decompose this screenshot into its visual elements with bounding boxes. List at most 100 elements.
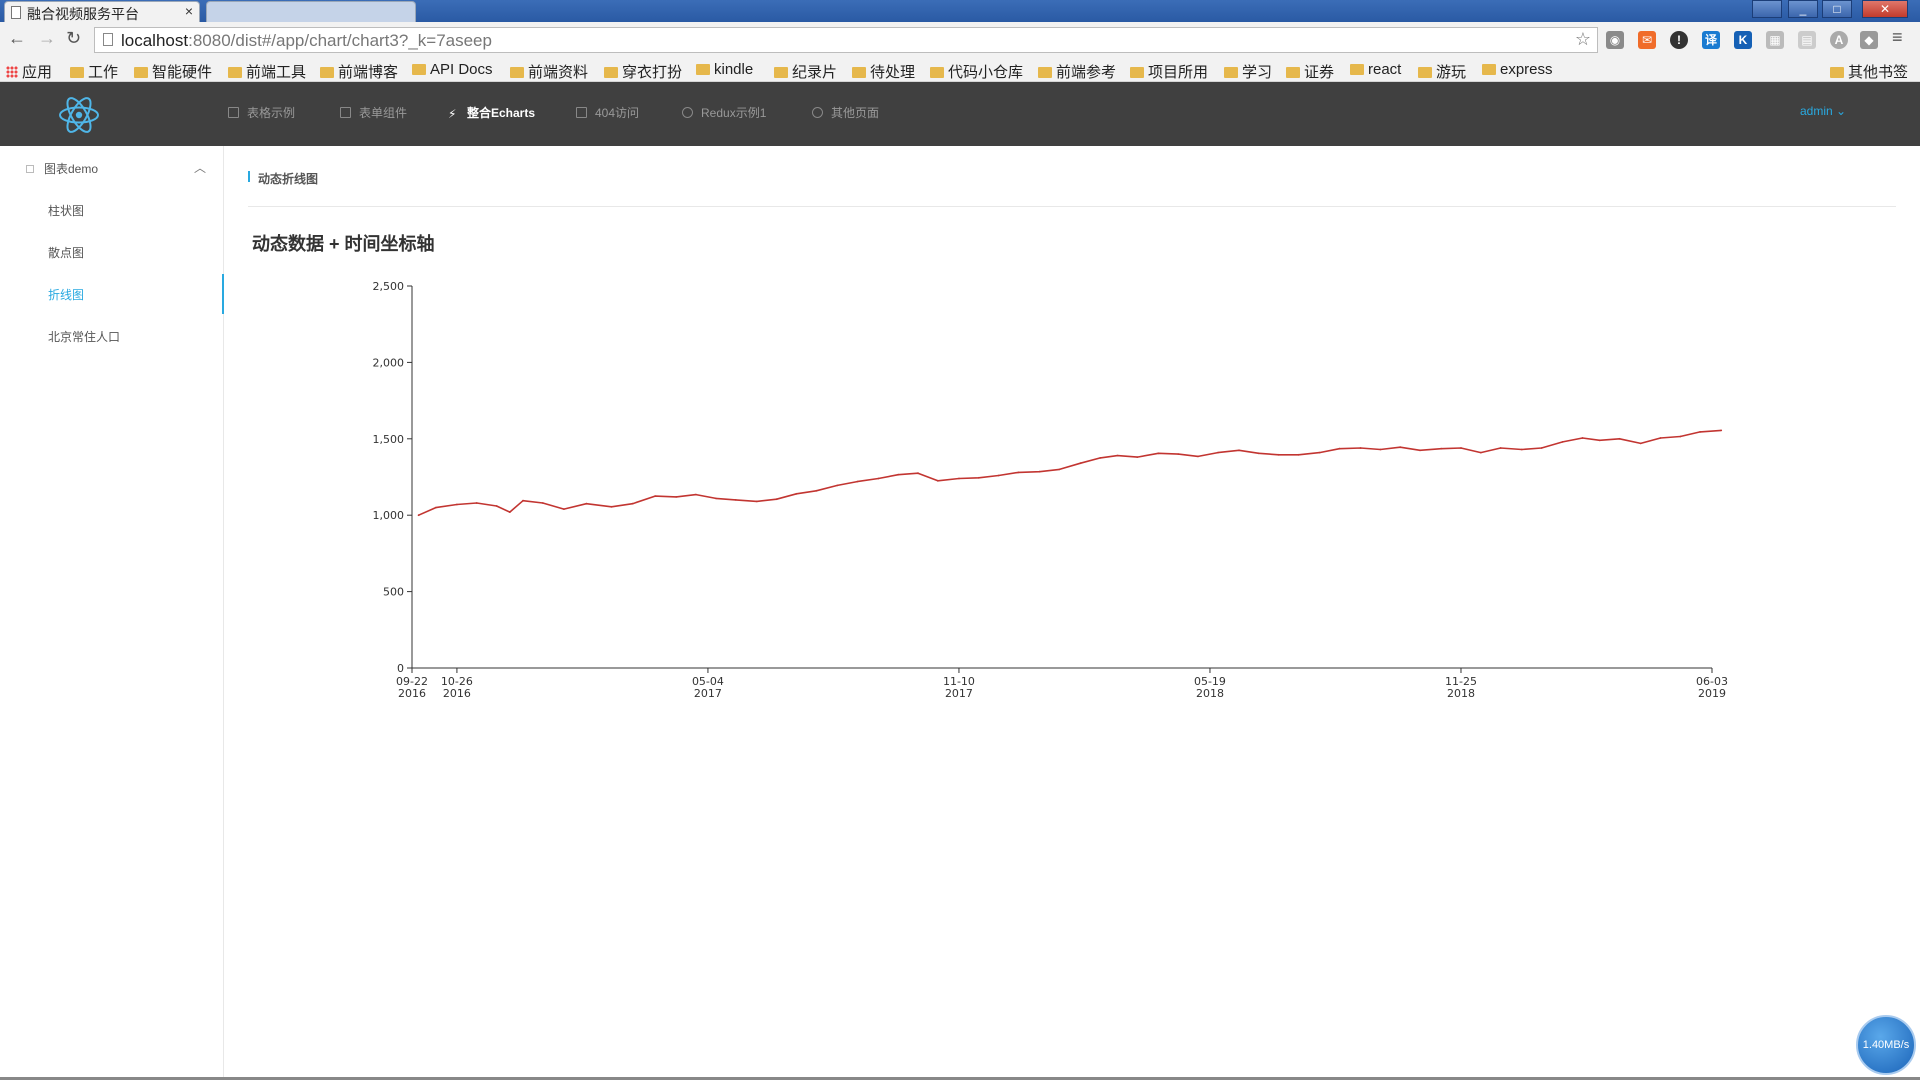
other-bookmarks[interactable]: 其他书签 <box>1830 61 1908 82</box>
bookmark-folder[interactable]: express <box>1482 61 1553 78</box>
nav-404[interactable]: 404访问 <box>576 104 639 121</box>
data-point <box>1318 451 1321 454</box>
close-window-button[interactable]: ✕ <box>1862 0 1908 18</box>
react-logo-icon[interactable] <box>58 94 100 136</box>
extension-info-icon[interactable]: ! <box>1670 31 1688 49</box>
bookmark-folder[interactable]: 待处理 <box>852 61 915 82</box>
nav-other-pages[interactable]: 其他页面 <box>812 104 879 121</box>
data-point <box>897 473 900 476</box>
data-point <box>917 472 919 475</box>
bookmarks-bar: 应用 工作 智能硬件 前端工具 前端博客 API Docs 前端资料 穿衣打扮 … <box>0 58 1920 82</box>
extension-layout-icon[interactable]: ▤ <box>1798 31 1816 49</box>
url-input[interactable]: localhost:8080/dist#/app/chart/chart3?_k… <box>94 27 1598 53</box>
extension-translate-icon[interactable]: 译 <box>1702 31 1720 49</box>
network-speed-widget[interactable]: 1.40MB/s <box>1856 1015 1916 1075</box>
sidebar-item-scatter-chart[interactable]: 散点图 <box>48 246 85 260</box>
bookmark-folder[interactable]: 游玩 <box>1418 61 1466 82</box>
sidebar-item-line-chart[interactable]: 折线图 <box>48 288 85 302</box>
folder-icon <box>1350 64 1364 75</box>
bookmark-folder[interactable]: 智能硬件 <box>134 61 212 82</box>
data-point <box>1217 451 1219 454</box>
maximize-button[interactable]: □ <box>1822 0 1852 18</box>
bookmark-folder[interactable]: 学习 <box>1224 61 1272 82</box>
browser-tab-active[interactable]: 融合视频服务平台 × <box>4 1 200 22</box>
data-point <box>1277 453 1280 456</box>
y-tick-label: 2,000 <box>373 356 405 369</box>
app-header: 表格示例 表单组件 ⚡ 整合Echarts 404访问 Redux示例1 其他页面… <box>0 82 1920 146</box>
bookmark-folder[interactable]: 前端博客 <box>320 61 398 82</box>
menu-icon[interactable]: ≡ <box>1892 27 1903 47</box>
data-point <box>563 508 565 510</box>
y-axis: 0 500 1,000 1,500 2,000 2,500 <box>373 280 413 675</box>
bookmark-folder[interactable]: 代码小仓库 <box>930 61 1023 82</box>
url-host: localhost <box>121 31 189 50</box>
data-point <box>1177 453 1180 455</box>
folder-icon <box>1418 67 1432 78</box>
y-tick-label: 1,000 <box>373 509 405 522</box>
sidebar-item-beijing-population[interactable]: 北京常住人口 <box>48 330 121 344</box>
data-point <box>1639 442 1642 445</box>
bookmark-folder[interactable]: kindle <box>696 61 753 78</box>
bookmark-folder[interactable]: 证券 <box>1286 61 1334 82</box>
forward-icon[interactable]: → <box>38 28 56 48</box>
bookmark-folder[interactable]: 纪录片 <box>774 61 837 82</box>
bookmark-folder[interactable]: 项目所用 <box>1130 61 1208 82</box>
folder-icon <box>320 67 334 78</box>
tab-close-icon[interactable]: × <box>184 3 193 19</box>
folder-icon <box>228 67 242 78</box>
folder-icon <box>134 67 148 78</box>
user-switch-button[interactable] <box>1752 0 1782 18</box>
bookmark-folder[interactable]: react <box>1350 61 1401 78</box>
folder-icon <box>1286 67 1300 78</box>
reload-icon[interactable]: ↻ <box>66 28 82 48</box>
chart-icon: ⚡ <box>448 107 457 121</box>
sidebar-item-bar-chart[interactable]: 柱状图 <box>48 204 85 218</box>
bookmark-folder[interactable]: 前端资料 <box>510 61 588 82</box>
sidebar-group-charts[interactable]: 图表demo ︿ <box>26 160 206 177</box>
data-point <box>456 503 458 506</box>
x-tick-label-year: 2017 <box>945 687 973 700</box>
data-point <box>1079 462 1082 465</box>
user-menu[interactable]: admin ⌄ <box>1800 104 1847 118</box>
data-point <box>475 502 478 504</box>
page-icon <box>103 33 113 46</box>
user-icon <box>682 107 693 118</box>
y-tick-label: 1,500 <box>373 433 405 446</box>
data-point <box>541 502 544 504</box>
extension-a-icon[interactable]: A <box>1830 31 1848 49</box>
data-point <box>1017 471 1020 474</box>
data-point <box>695 493 697 496</box>
taskbar-edge <box>0 1077 1920 1080</box>
folder-icon <box>70 67 84 78</box>
data-point <box>775 498 778 501</box>
url-path: :8080/dist#/app/chart/chart3?_k=7aseep <box>188 31 492 50</box>
bookmark-apps[interactable]: 应用 <box>6 61 52 82</box>
extension-grid-icon[interactable]: ▦ <box>1766 31 1784 49</box>
nav-table-demo[interactable]: 表格示例 <box>228 104 295 121</box>
extension-orange-icon[interactable]: ✉ <box>1638 31 1656 49</box>
data-point <box>977 476 980 479</box>
page-icon <box>576 107 587 118</box>
bookmark-folder[interactable]: 工作 <box>70 61 118 82</box>
nav-redux-demo[interactable]: Redux示例1 <box>682 104 766 121</box>
bookmark-folder[interactable]: 前端工具 <box>228 61 306 82</box>
bookmark-folder[interactable]: 穿衣打扮 <box>604 61 682 82</box>
back-icon[interactable]: ← <box>8 28 26 48</box>
x-tick-label: 10-26 <box>441 675 473 688</box>
apps-grid-icon <box>6 66 18 78</box>
bookmark-folder[interactable]: 前端参考 <box>1038 61 1116 82</box>
x-tick-label: 05-19 <box>1194 675 1226 688</box>
nav-echarts[interactable]: ⚡ 整合Echarts <box>448 106 536 121</box>
bookmark-star-icon[interactable]: ☆ <box>1574 29 1591 49</box>
data-point <box>856 480 859 483</box>
chevron-up-icon: ︿ <box>193 161 206 175</box>
minimize-button[interactable]: _ <box>1788 0 1818 18</box>
bookmark-folder[interactable]: API Docs <box>412 61 493 78</box>
browser-tab-inactive[interactable] <box>206 1 416 22</box>
globe-extension-icon[interactable]: ◉ <box>1606 31 1624 49</box>
nav-form-components[interactable]: 表单组件 <box>340 104 407 121</box>
folder-icon <box>1482 64 1496 75</box>
extension-puzzle-icon[interactable]: ◆ <box>1860 31 1878 49</box>
extension-k-icon[interactable]: K <box>1734 31 1752 49</box>
